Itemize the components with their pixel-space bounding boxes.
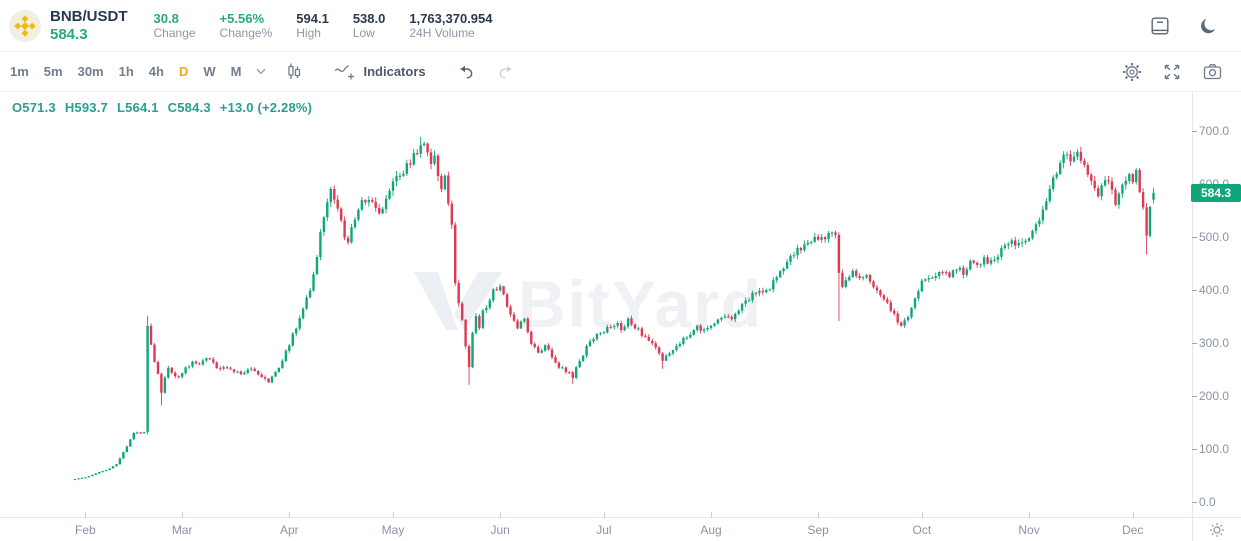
time-tick-label: Aug (694, 512, 728, 537)
fullscreen-icon[interactable] (1162, 62, 1182, 82)
candles-down (139, 142, 1148, 434)
time-tick-label: May (376, 512, 410, 537)
price-tick-label: 500.0 (1192, 230, 1241, 244)
stat-change: 30.8 Change (154, 11, 196, 41)
legend-high: H593.7 (64, 100, 108, 115)
legend-change: +13.0 (+2.28%) (219, 100, 313, 115)
orderbook-panel-icon[interactable] (1149, 15, 1171, 37)
price-tick-label: 700.0 (1192, 124, 1241, 138)
time-tick-label: Sep (801, 512, 835, 537)
stat-change-pct-label: Change% (219, 26, 273, 41)
stat-high-label: High (296, 26, 321, 41)
stat-volume: 1,763,370.954 24H Volume (409, 11, 492, 41)
candles-up (73, 136, 1155, 481)
time-tick-label: Oct (905, 512, 939, 537)
last-price-badge: 584.3 (1191, 183, 1241, 202)
bityard-logo-mark (414, 272, 502, 330)
time-tick-label: Apr (272, 512, 306, 537)
ohlc-legend: O571.3 H593.7 L564.1 C584.3 +13.0 (+2.28%) (12, 100, 321, 115)
stat-change-label: Change (153, 26, 196, 41)
pair-price-block: BNB/USDT 584.3 (50, 8, 128, 43)
stat-high: 594.1 High (296, 11, 329, 41)
legend-low: L564.1 (116, 100, 159, 115)
stat-low: 538.0 Low (353, 11, 386, 41)
pair-name: BNB/USDT (50, 8, 128, 26)
time-tick-label: Dec (1116, 512, 1150, 537)
timeframe-1mo[interactable]: M (230, 64, 242, 79)
time-tick-label: Jul (587, 512, 621, 537)
stat-low-value: 538.0 (352, 10, 386, 26)
time-tick-label: Mar (165, 512, 199, 537)
price-axis-line (1192, 92, 1193, 541)
pair-header: BNB/USDT 584.3 30.8 Change +5.56% Change… (0, 0, 1241, 52)
redo-icon[interactable] (497, 64, 516, 79)
undo-icon[interactable] (456, 64, 475, 79)
time-tick-label: Nov (1012, 512, 1046, 537)
time-tick-label: Feb (68, 512, 102, 537)
timeframe-30m[interactable]: 30m (77, 64, 104, 79)
stat-change-pct: +5.56% Change% (220, 11, 273, 41)
candle-style-icon[interactable] (284, 62, 304, 82)
toolbar-right-actions (1122, 62, 1241, 82)
legend-close: C584.3 (167, 100, 211, 115)
bnb-logo-icon (8, 9, 42, 43)
stat-volume-value: 1,763,370.954 (409, 10, 493, 26)
chevron-down-icon[interactable] (256, 68, 266, 75)
header-last-price: 584.3 (50, 25, 88, 43)
stat-low-label: Low (352, 26, 375, 41)
stat-volume-label: 24H Volume (409, 26, 475, 41)
timeframe-1w[interactable]: W (203, 64, 216, 79)
indicators-wave-icon (335, 64, 355, 79)
timeframe-1h[interactable]: 1h (118, 64, 134, 79)
stat-change-pct-value: +5.56% (219, 10, 264, 26)
price-tick-label: 100.0 (1192, 442, 1241, 456)
price-tick-label: 400.0 (1192, 283, 1241, 297)
stat-change-value: 30.8 (153, 10, 179, 26)
chart-toolbar: 1m 5m 30m 1h 4h D W M Indicators (0, 52, 1241, 92)
price-tick-label: 200.0 (1192, 389, 1241, 403)
header-right-actions (1149, 15, 1241, 37)
indicators-button[interactable]: Indicators (334, 63, 426, 81)
legend-open: O571.3 (12, 100, 56, 115)
dark-mode-moon-icon[interactable] (1199, 16, 1219, 36)
settings-gear-icon[interactable] (1122, 62, 1142, 82)
time-axis-line (0, 517, 1241, 518)
price-tick-label: 0.0 (1192, 495, 1241, 509)
indicators-label: Indicators (363, 64, 426, 79)
timeframe-4h[interactable]: 4h (148, 64, 164, 79)
timeframe-1d-active[interactable]: D (178, 64, 189, 79)
stat-high-value: 594.1 (296, 10, 329, 26)
timeframe-1m[interactable]: 1m (10, 64, 29, 79)
time-tick-label: Jun (483, 512, 517, 537)
axis-settings-sun-icon[interactable] (1193, 518, 1241, 541)
screenshot-camera-icon[interactable] (1202, 62, 1223, 81)
timeframe-5m[interactable]: 5m (43, 64, 63, 79)
price-tick-label: 300.0 (1192, 336, 1241, 350)
